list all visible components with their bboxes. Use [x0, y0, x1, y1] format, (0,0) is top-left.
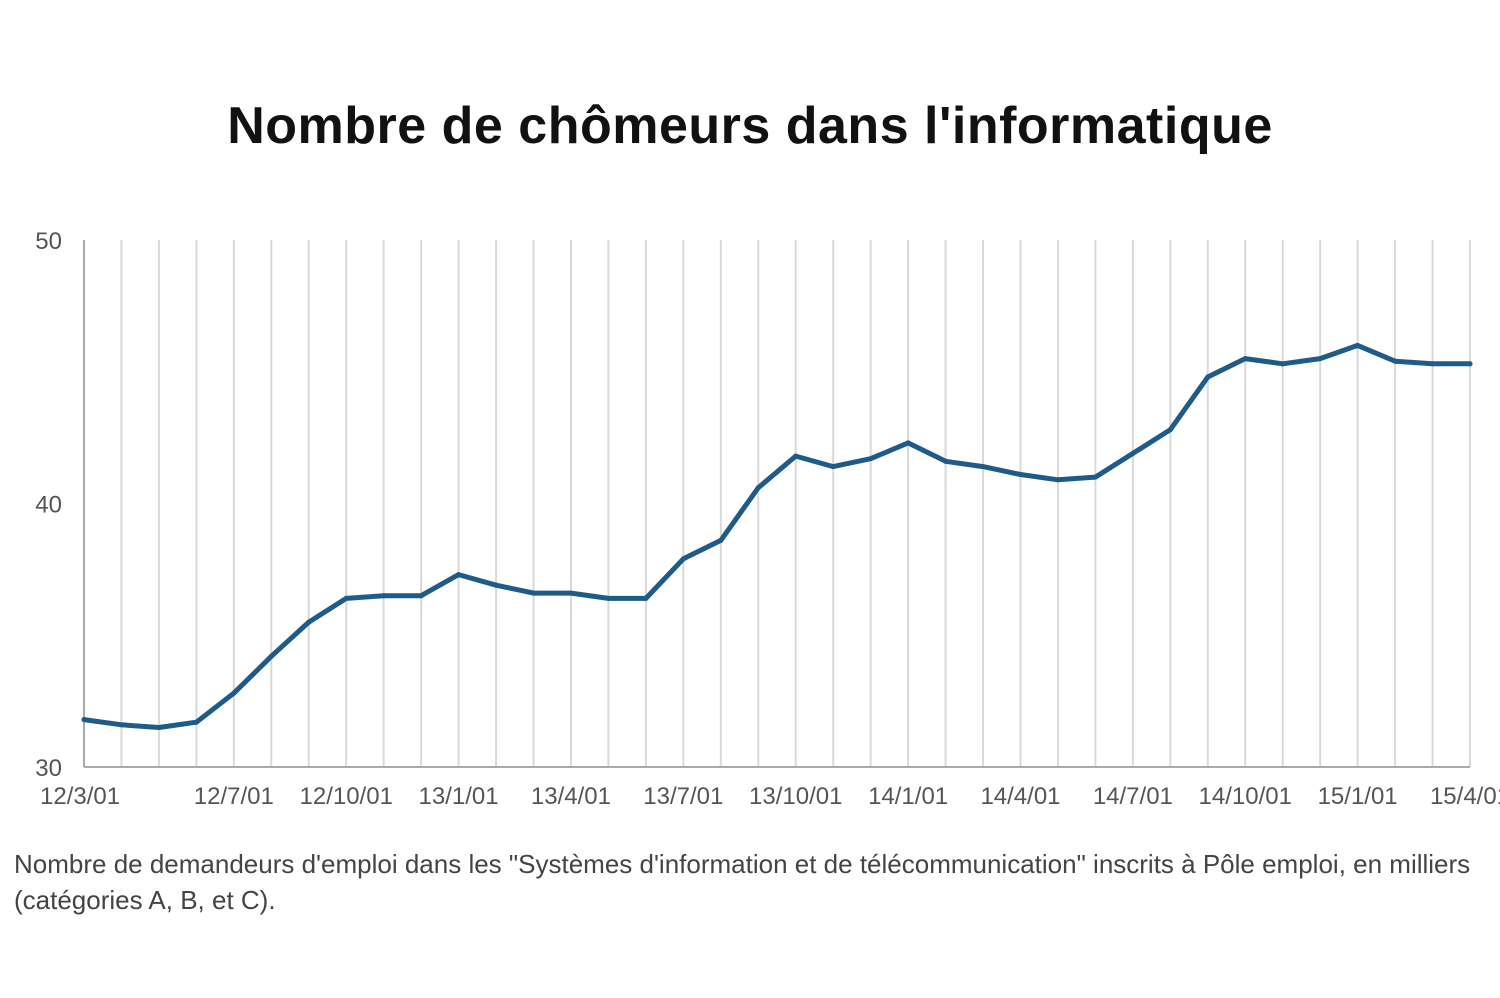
- data-point-14/8/01: [1167, 427, 1173, 433]
- data-point-13/5/01: [605, 595, 611, 601]
- data-point-13/10/01: [793, 453, 799, 459]
- data-point-13/11/01: [830, 464, 836, 470]
- series-line-0: [81, 342, 1473, 730]
- y-tick-label-40: 40: [35, 492, 62, 519]
- gridlines: [83, 240, 1471, 767]
- data-point-13/12/01: [868, 456, 874, 462]
- tick-labels: 30 40 50 12/3/01 12/7/01 12/10/01 13/1/01 13/4/…: [35, 228, 1500, 810]
- data-point-12/8/01: [268, 653, 274, 659]
- data-point-14/11/01: [1280, 361, 1286, 367]
- data-point-14/12/01: [1317, 356, 1323, 362]
- x-tick-label-13/4/01: 13/4/01: [531, 783, 611, 810]
- axes: [83, 240, 1470, 768]
- data-point-12/7/01: [231, 690, 237, 696]
- x-tick-label-13/1/01: 13/1/01: [419, 783, 499, 810]
- data-point-13/8/01: [718, 537, 724, 543]
- data-point-13/1/01: [456, 572, 462, 578]
- data-point-14/3/01: [980, 464, 986, 470]
- data-point-15/3/01: [1430, 361, 1436, 367]
- data-point-12/11/01: [381, 593, 387, 599]
- x-tick-label-13/10/01: 13/10/01: [749, 783, 842, 810]
- line-chart: 30 40 50 12/3/01 12/7/01 12/10/01 13/1/01 13/4/…: [35, 228, 1500, 810]
- data-point-12/3/01: [81, 717, 87, 723]
- data-point-14/2/01: [943, 458, 949, 464]
- data-point-14/5/01: [1055, 477, 1061, 483]
- data-point-14/6/01: [1092, 474, 1098, 480]
- data-point-13/9/01: [755, 485, 761, 491]
- y-tick-label-50: 50: [35, 228, 62, 255]
- x-tick-label-12/10/01: 12/10/01: [300, 783, 393, 810]
- data-point-13/3/01: [531, 590, 537, 596]
- x-tick-label-15/4/01: 15/4/01: [1430, 783, 1500, 810]
- x-tick-label-12/7/01: 12/7/01: [194, 783, 274, 810]
- x-tick-label-12/3/01: 12/3/01: [40, 783, 120, 810]
- data-point-12/12/01: [418, 593, 424, 599]
- y-tick-label-30: 30: [35, 755, 62, 782]
- data-point-14/4/01: [1017, 472, 1023, 478]
- data-point-12/10/01: [343, 595, 349, 601]
- x-tick-label-13/7/01: 13/7/01: [643, 783, 723, 810]
- data-point-15/4/01: [1467, 361, 1473, 367]
- data-point-12/6/01: [193, 719, 199, 725]
- data-point-13/6/01: [643, 595, 649, 601]
- data-point-13/2/01: [493, 582, 499, 588]
- data-point-12/4/01: [118, 722, 124, 728]
- data-point-12/9/01: [306, 619, 312, 625]
- data-point-13/4/01: [568, 590, 574, 596]
- x-tick-label-14/10/01: 14/10/01: [1199, 783, 1292, 810]
- data-point-15/2/01: [1392, 358, 1398, 364]
- x-tick-label-14/4/01: 14/4/01: [980, 783, 1060, 810]
- data-point-14/7/01: [1130, 450, 1136, 456]
- data-point-13/7/01: [680, 556, 686, 562]
- data-point-14/10/01: [1242, 356, 1248, 362]
- x-tick-label-14/7/01: 14/7/01: [1093, 783, 1173, 810]
- x-tick-label-15/1/01: 15/1/01: [1318, 783, 1398, 810]
- data-point-12/5/01: [156, 724, 162, 730]
- chart-caption: Nombre de demandeurs d'emploi dans les "…: [14, 849, 1471, 915]
- data-point-14/9/01: [1205, 374, 1211, 380]
- series-layer: [81, 342, 1473, 730]
- chart-title: Nombre de chômeurs dans l'informatique: [227, 97, 1273, 155]
- data-point-15/1/01: [1355, 342, 1361, 348]
- data-point-14/1/01: [905, 440, 911, 446]
- x-tick-label-14/1/01: 14/1/01: [868, 783, 948, 810]
